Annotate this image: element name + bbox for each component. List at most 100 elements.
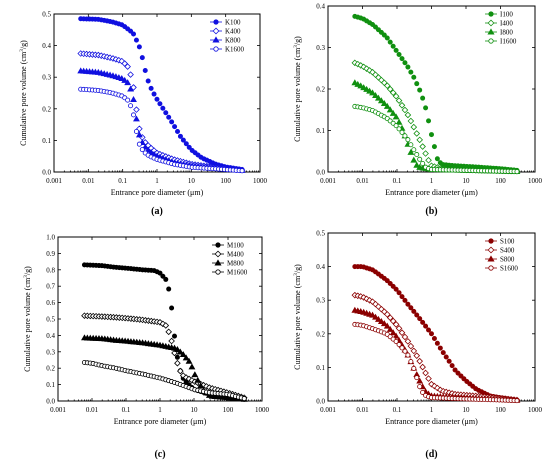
data-point — [188, 377, 196, 384]
data-point — [136, 141, 142, 147]
data-point — [128, 28, 134, 34]
data-point — [396, 126, 402, 132]
x-tick-label: 1000 — [528, 406, 543, 414]
data-point — [377, 97, 385, 104]
legend-label: K100 — [225, 19, 241, 27]
x-axis-title: Entrance pore diameter (μm) — [385, 188, 478, 197]
data-point — [405, 64, 411, 70]
data-point — [390, 283, 396, 289]
data-point — [386, 106, 394, 113]
data-point — [423, 323, 429, 329]
data-point — [363, 85, 371, 92]
x-tick-label: 1000 — [528, 177, 543, 185]
data-point — [139, 55, 145, 61]
x-tick-label: 0.01 — [356, 406, 369, 414]
data-point — [434, 340, 440, 346]
data-point — [366, 296, 373, 304]
series-M400 — [81, 312, 248, 402]
data-point — [389, 109, 397, 116]
data-point — [434, 384, 441, 392]
data-point — [422, 150, 429, 157]
data-point — [363, 295, 370, 303]
data-point — [351, 59, 359, 67]
x-tick-label: 1000 — [253, 177, 268, 185]
data-point — [411, 74, 417, 80]
data-point — [139, 147, 145, 153]
x-tick-label: 10 — [463, 177, 471, 185]
x-tick-label: 10 — [188, 177, 196, 185]
legend-label: M400 — [227, 251, 244, 259]
legend-label: I1600 — [500, 38, 517, 46]
data-point — [428, 331, 434, 337]
data-point — [383, 82, 391, 89]
data-point — [118, 74, 126, 81]
data-point — [179, 372, 187, 379]
y-axis-title: Cumulative pore volume (cm3/g) — [19, 40, 28, 146]
y-tick-label: 0.4 — [316, 3, 325, 11]
data-point — [405, 301, 411, 307]
panel-label: (a) — [151, 206, 163, 217]
legend-marker — [215, 242, 221, 248]
panel-label: (c) — [154, 449, 165, 460]
legend-marker — [214, 259, 222, 266]
data-point — [399, 345, 405, 351]
data-point — [449, 363, 455, 369]
data-point — [185, 357, 193, 364]
data-point — [411, 308, 417, 314]
data-point — [360, 294, 367, 301]
data-point — [124, 63, 131, 70]
x-tick-label: 0.001 — [320, 177, 336, 185]
data-point — [402, 133, 408, 139]
data-point — [389, 317, 397, 325]
panel-1: 0.001 0.01 0.1 1 10 100 1000 0.0 0.1 0.2 0.3 0.4 0.5… — [19, 11, 268, 218]
legend-marker — [215, 269, 221, 275]
data-point — [124, 79, 132, 86]
legend-label: M100 — [227, 242, 244, 250]
data-point — [156, 318, 164, 326]
data-point — [417, 87, 423, 93]
x-tick-label: 100 — [495, 177, 506, 185]
legend-marker — [488, 265, 494, 271]
y-tick-label: 0.2 — [42, 105, 51, 113]
data-point — [135, 131, 143, 138]
data-point — [398, 102, 406, 109]
data-point — [179, 351, 187, 358]
x-tick-label: 10 — [463, 406, 471, 414]
data-point — [395, 118, 403, 125]
data-point — [395, 97, 403, 104]
y-tick-label: 0.4 — [42, 42, 51, 50]
data-point — [387, 39, 393, 45]
y-tick-label: 0.1 — [42, 137, 51, 145]
data-point — [458, 373, 464, 379]
data-point — [157, 270, 163, 276]
data-point — [360, 63, 367, 71]
data-point — [375, 315, 382, 322]
data-point — [154, 96, 160, 102]
x-tick-label: 0.1 — [118, 177, 127, 185]
data-point — [393, 123, 399, 129]
data-point — [402, 348, 408, 354]
legend-label: S400 — [500, 247, 515, 255]
data-point — [169, 119, 175, 125]
data-point — [369, 89, 376, 96]
data-point — [166, 114, 172, 120]
y-tick-label: 0.2 — [316, 330, 325, 338]
series-K800 — [77, 67, 246, 173]
y-tick-label: 1.0 — [46, 234, 55, 242]
data-point — [399, 56, 405, 62]
data-point — [160, 105, 166, 111]
x-tick-label: 10 — [191, 406, 199, 414]
data-point — [420, 161, 426, 167]
data-point — [419, 363, 426, 371]
x-tick-label: 0.01 — [356, 177, 369, 185]
data-point — [380, 320, 388, 327]
data-point — [404, 111, 412, 119]
data-point — [411, 365, 417, 371]
y-tick-label: 0.5 — [46, 316, 55, 324]
y-tick-label: 0.9 — [46, 250, 55, 258]
x-tick-label: 0.01 — [86, 406, 99, 414]
data-point — [130, 96, 137, 103]
data-point — [180, 137, 186, 143]
data-point — [188, 363, 196, 370]
data-point — [177, 367, 184, 375]
